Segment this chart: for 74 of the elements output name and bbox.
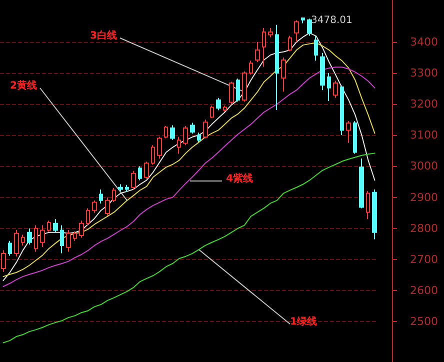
- candlestick: [144, 161, 149, 180]
- candlestick: [177, 136, 181, 154]
- candlestick: [249, 60, 253, 76]
- annotation: 2黄线: [10, 80, 37, 92]
- annotation: 1绿线: [290, 316, 317, 328]
- candlestick: [346, 120, 351, 144]
- candlestick: [216, 97, 221, 111]
- candlestick: [14, 229, 19, 257]
- candlestick: [66, 229, 71, 252]
- candlestick: [21, 234, 25, 246]
- candlestick: [223, 105, 227, 112]
- y-tick-label: 3400: [410, 35, 438, 48]
- candlestick: [262, 27, 266, 68]
- candlestick: [288, 35, 292, 52]
- candlestick: [92, 200, 97, 214]
- candlestick: [138, 166, 142, 181]
- candlestick: [73, 230, 77, 242]
- y-tick-label: 3200: [410, 98, 438, 111]
- candlestick: [157, 136, 162, 159]
- y-tick-label: 2700: [410, 252, 438, 266]
- candlestick: [86, 208, 90, 226]
- candlestick: [34, 224, 38, 252]
- y-tick-label: 3000: [410, 160, 438, 173]
- candlestick: [203, 119, 208, 139]
- y-tick-label: 2800: [410, 222, 438, 235]
- annotation: 3白线: [90, 30, 117, 42]
- candlestick: [164, 125, 168, 139]
- candlestick: [307, 18, 312, 36]
- candlestick: [170, 124, 175, 140]
- annotation: 3478.01: [311, 15, 352, 26]
- candlestick: [314, 35, 318, 62]
- candlestick: [27, 228, 32, 246]
- candlestick: [190, 122, 195, 134]
- candlestick: [333, 80, 338, 98]
- candlestick: [47, 220, 51, 232]
- candlestick: [40, 224, 45, 248]
- candlestick: [197, 132, 201, 143]
- candlestick: [268, 27, 273, 38]
- candlestick: [236, 78, 240, 102]
- candlestick: [112, 187, 116, 202]
- candlestick: [1, 250, 6, 272]
- candlestick: [118, 184, 123, 192]
- candlestick: [327, 72, 331, 102]
- y-tick-label: 3100: [410, 128, 438, 142]
- candlestick: [99, 189, 103, 204]
- candlestick: [275, 24, 279, 110]
- candlestick: [255, 41, 260, 63]
- candlestick: [53, 218, 58, 234]
- y-tick-label: 2900: [410, 190, 438, 204]
- candlestick: [294, 20, 299, 42]
- candlestick: [79, 220, 84, 238]
- annotation: 4紫线: [226, 172, 253, 184]
- y-tick-label: 2600: [410, 284, 438, 298]
- candlestick: [359, 158, 364, 209]
- candlestick: [320, 52, 325, 91]
- candlestick: [242, 70, 247, 102]
- candlestick: [353, 120, 357, 154]
- candlestick: [210, 105, 214, 119]
- candlestick: [125, 184, 129, 192]
- y-tick-label: 2500: [410, 315, 438, 328]
- candlestick: [183, 125, 188, 146]
- candlestick: [301, 17, 305, 24]
- candlestick: [131, 170, 136, 190]
- candlestick: [229, 81, 234, 105]
- candlestick: [105, 196, 110, 216]
- candlestick: [281, 56, 286, 92]
- candlestick: [60, 224, 64, 254]
- candlestick: [8, 240, 12, 256]
- candlestick: [366, 190, 370, 220]
- candlestick: [340, 84, 344, 136]
- y-tick-label: 3300: [410, 66, 438, 80]
- line-series: [2, 152, 376, 344]
- candlestick: [151, 144, 155, 166]
- candlestick: [372, 189, 377, 240]
